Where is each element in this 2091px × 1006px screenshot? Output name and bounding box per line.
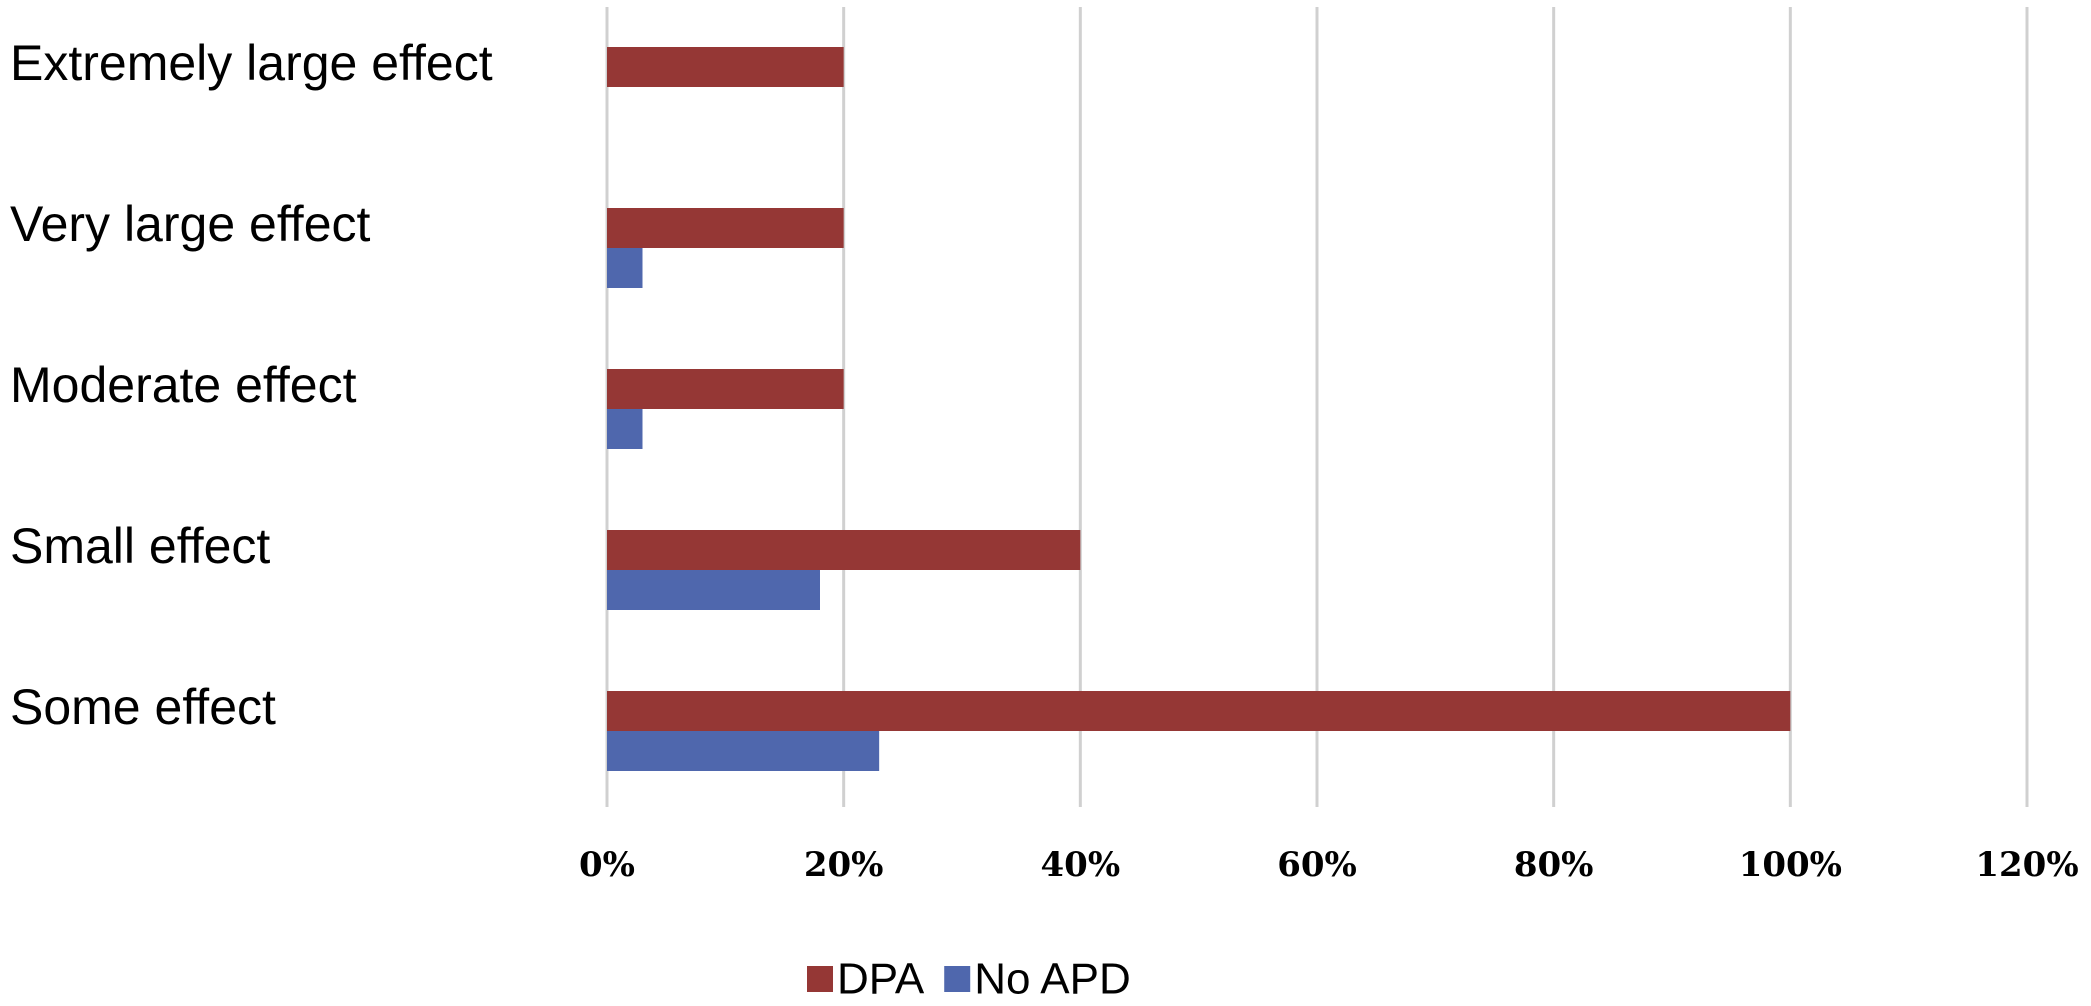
legend-swatch <box>944 966 971 992</box>
x-tick-label: 60% <box>1277 845 1357 885</box>
bar <box>607 248 643 288</box>
y-tick-label: Small effect <box>10 518 270 574</box>
y-tick-label: Very large effect <box>10 196 371 252</box>
legend-label: DPA <box>837 955 925 1004</box>
bar <box>607 47 844 87</box>
bar <box>607 570 820 610</box>
bar <box>607 208 844 248</box>
bar <box>607 530 1081 570</box>
x-tick-label: 120% <box>1975 845 2078 885</box>
x-tick-label: 20% <box>804 845 884 885</box>
bar <box>607 409 643 449</box>
x-tick-label: 80% <box>1514 845 1594 885</box>
x-tick-label: 40% <box>1041 845 1121 885</box>
legend-swatch <box>807 966 833 992</box>
x-tick-label: 0% <box>579 845 635 885</box>
bar <box>607 691 1791 731</box>
y-tick-label: Extremely large effect <box>10 35 493 91</box>
x-tick-label: 100% <box>1739 845 1842 885</box>
y-tick-label: Some effect <box>10 679 276 735</box>
bar <box>607 369 844 409</box>
bar <box>607 731 880 771</box>
y-tick-label: Moderate effect <box>10 357 357 413</box>
legend-label: No APD <box>974 955 1131 1004</box>
